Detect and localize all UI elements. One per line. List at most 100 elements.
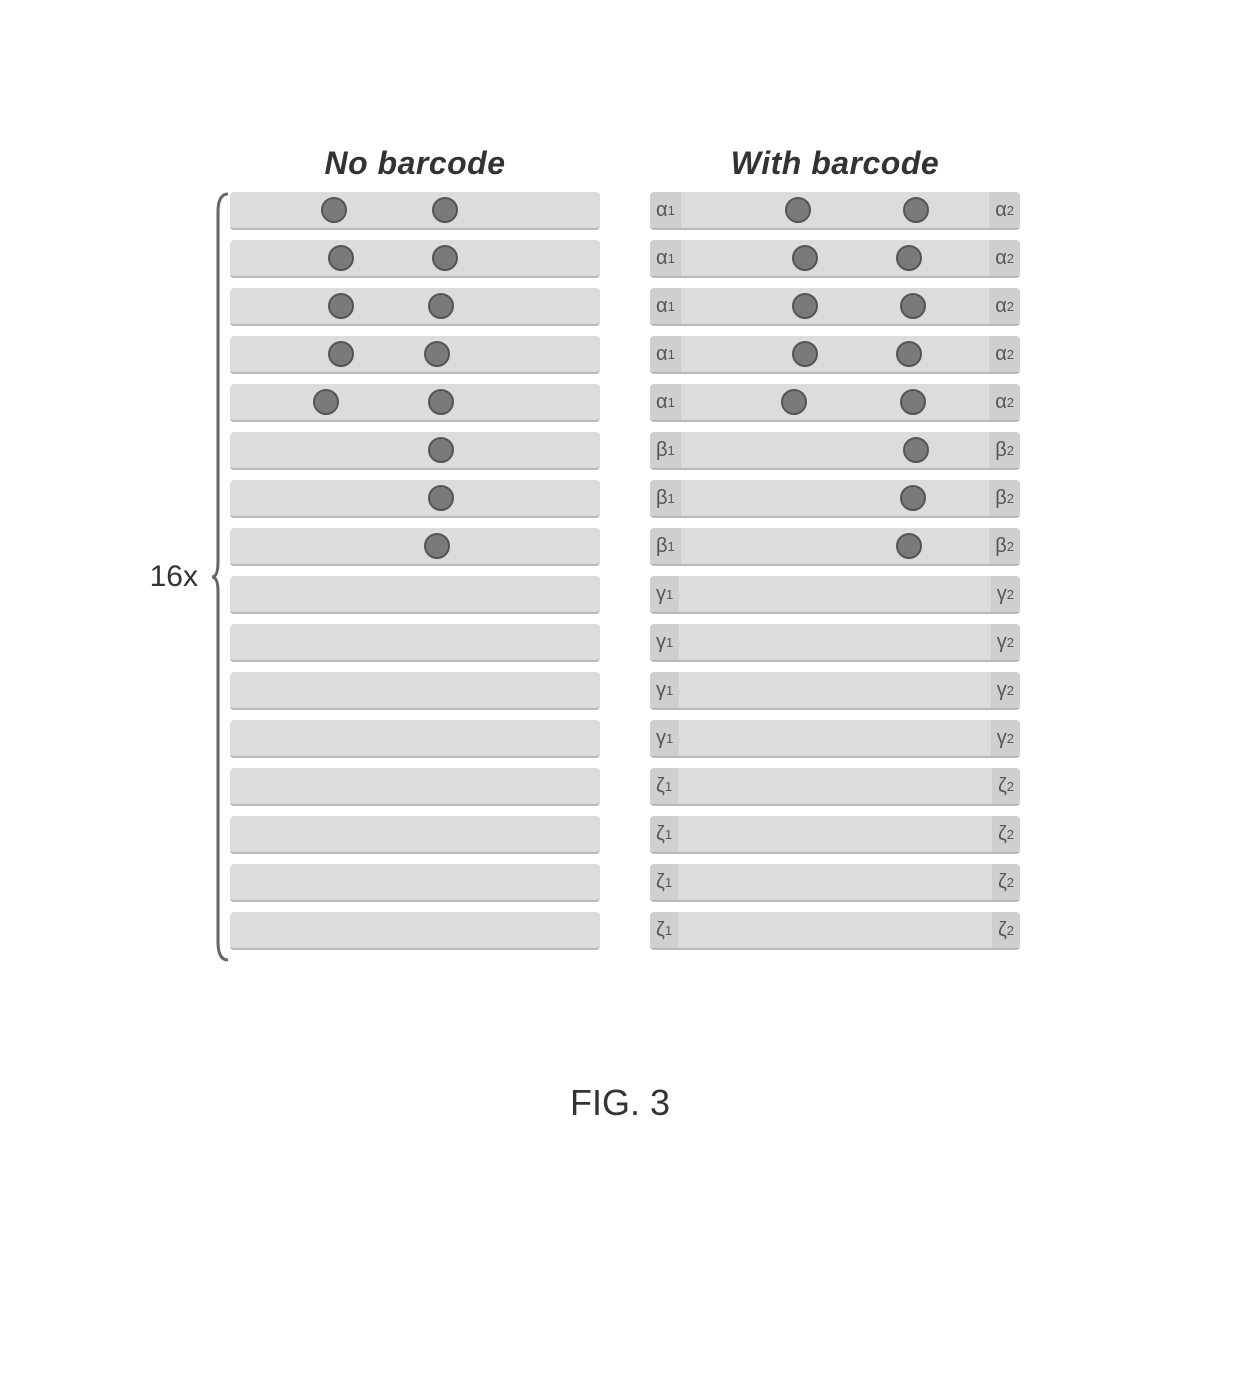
barcode-label-left: α1 xyxy=(650,240,681,276)
column-headers: No barcode With barcode xyxy=(230,145,1110,182)
bracket-label: 16x xyxy=(150,560,198,594)
variant-dot-icon xyxy=(792,245,818,271)
figure-caption: FIG. 3 xyxy=(130,1082,1110,1124)
variant-dot-icon xyxy=(896,341,922,367)
variant-dot-icon xyxy=(428,293,454,319)
barcode-label-left: β1 xyxy=(650,528,681,564)
barcode-label-left: ζ1 xyxy=(650,816,678,852)
barcode-label-right: ζ2 xyxy=(992,768,1020,804)
barcode-label-right: γ2 xyxy=(991,672,1020,708)
read-bar xyxy=(230,336,600,374)
variant-dot-icon xyxy=(328,293,354,319)
read-bar: ζ1 ζ2 xyxy=(650,864,1020,902)
read-bar: β1 β2 xyxy=(650,528,1020,566)
variant-dot-icon xyxy=(781,389,807,415)
read-bar: β1 β2 xyxy=(650,480,1020,518)
variant-dot-icon xyxy=(903,437,929,463)
variant-dot-icon xyxy=(900,293,926,319)
read-bar xyxy=(230,384,600,422)
variant-dot-icon xyxy=(328,341,354,367)
figure-container: No barcode With barcode 16x α1 α2 α1 α2 α1 α2… xyxy=(130,145,1110,1124)
variant-dot-icon xyxy=(896,533,922,559)
read-bar xyxy=(230,768,600,806)
barcode-label-right: β2 xyxy=(989,480,1020,516)
barcode-label-left: ζ1 xyxy=(650,864,678,900)
reads-with-barcode: α1 α2 α1 α2 α1 α2 α1 α2 α1 α2 β1 β2 β1 β2 β1 β2 γ1 γ2 γ1 γ2… xyxy=(650,192,1020,962)
read-bar xyxy=(230,480,600,518)
variant-dot-icon xyxy=(432,197,458,223)
variant-dot-icon xyxy=(792,293,818,319)
variant-dot-icon xyxy=(313,389,339,415)
barcode-label-right: γ2 xyxy=(991,720,1020,756)
reads-no-barcode xyxy=(230,192,600,962)
barcode-label-left: γ1 xyxy=(650,720,679,756)
read-bar xyxy=(230,816,600,854)
variant-dot-icon xyxy=(432,245,458,271)
barcode-label-left: α1 xyxy=(650,192,681,228)
variant-dot-icon xyxy=(424,533,450,559)
barcode-label-left: γ1 xyxy=(650,672,679,708)
barcode-label-left: α1 xyxy=(650,336,681,372)
variant-dot-icon xyxy=(900,389,926,415)
barcode-label-right: α2 xyxy=(989,336,1020,372)
read-bar xyxy=(230,720,600,758)
barcode-label-right: ζ2 xyxy=(992,816,1020,852)
bracket-icon xyxy=(210,192,230,962)
barcode-label-right: α2 xyxy=(989,192,1020,228)
read-bar xyxy=(230,864,600,902)
variant-dot-icon xyxy=(903,197,929,223)
read-bar xyxy=(230,288,600,326)
barcode-label-left: β1 xyxy=(650,432,681,468)
variant-dot-icon xyxy=(428,437,454,463)
read-bar: α1 α2 xyxy=(650,240,1020,278)
barcode-label-right: β2 xyxy=(989,528,1020,564)
read-bar: α1 α2 xyxy=(650,192,1020,230)
variant-dot-icon xyxy=(428,485,454,511)
barcode-label-right: α2 xyxy=(989,240,1020,276)
barcode-label-right: α2 xyxy=(989,384,1020,420)
barcode-label-left: γ1 xyxy=(650,624,679,660)
barcode-label-left: α1 xyxy=(650,384,681,420)
header-no-barcode: No barcode xyxy=(230,145,600,182)
barcode-label-left: ζ1 xyxy=(650,768,678,804)
read-bar xyxy=(230,912,600,950)
read-bar: α1 α2 xyxy=(650,336,1020,374)
read-bar: ζ1 ζ2 xyxy=(650,912,1020,950)
read-bar xyxy=(230,192,600,230)
variant-dot-icon xyxy=(900,485,926,511)
read-bar xyxy=(230,624,600,662)
read-bar: α1 α2 xyxy=(650,288,1020,326)
variant-dot-icon xyxy=(328,245,354,271)
variant-dot-icon xyxy=(321,197,347,223)
read-bar: α1 α2 xyxy=(650,384,1020,422)
read-bar xyxy=(230,576,600,614)
bracket-column: 16x xyxy=(130,192,230,962)
barcode-label-left: α1 xyxy=(650,288,681,324)
read-bar: β1 β2 xyxy=(650,432,1020,470)
barcode-label-right: ζ2 xyxy=(992,864,1020,900)
read-bar xyxy=(230,432,600,470)
content-row: 16x α1 α2 α1 α2 α1 α2 α1 α2 α1 α2 β1 β2 β1 β2 β1 β2 γ1 γ2… xyxy=(130,192,1110,962)
read-bar: γ1 γ2 xyxy=(650,624,1020,662)
read-bar: γ1 γ2 xyxy=(650,576,1020,614)
header-with-barcode: With barcode xyxy=(650,145,1020,182)
read-bar: γ1 γ2 xyxy=(650,720,1020,758)
read-bar: γ1 γ2 xyxy=(650,672,1020,710)
variant-dot-icon xyxy=(424,341,450,367)
barcode-label-right: γ2 xyxy=(991,624,1020,660)
read-bar xyxy=(230,240,600,278)
read-bar xyxy=(230,528,600,566)
read-bar: ζ1 ζ2 xyxy=(650,816,1020,854)
variant-dot-icon xyxy=(785,197,811,223)
variant-dot-icon xyxy=(792,341,818,367)
barcode-label-left: γ1 xyxy=(650,576,679,612)
read-bar xyxy=(230,672,600,710)
barcode-label-left: ζ1 xyxy=(650,912,678,948)
barcode-label-right: γ2 xyxy=(991,576,1020,612)
barcode-label-right: ζ2 xyxy=(992,912,1020,948)
variant-dot-icon xyxy=(428,389,454,415)
barcode-label-right: α2 xyxy=(989,288,1020,324)
read-bar: ζ1 ζ2 xyxy=(650,768,1020,806)
barcode-label-left: β1 xyxy=(650,480,681,516)
barcode-label-right: β2 xyxy=(989,432,1020,468)
